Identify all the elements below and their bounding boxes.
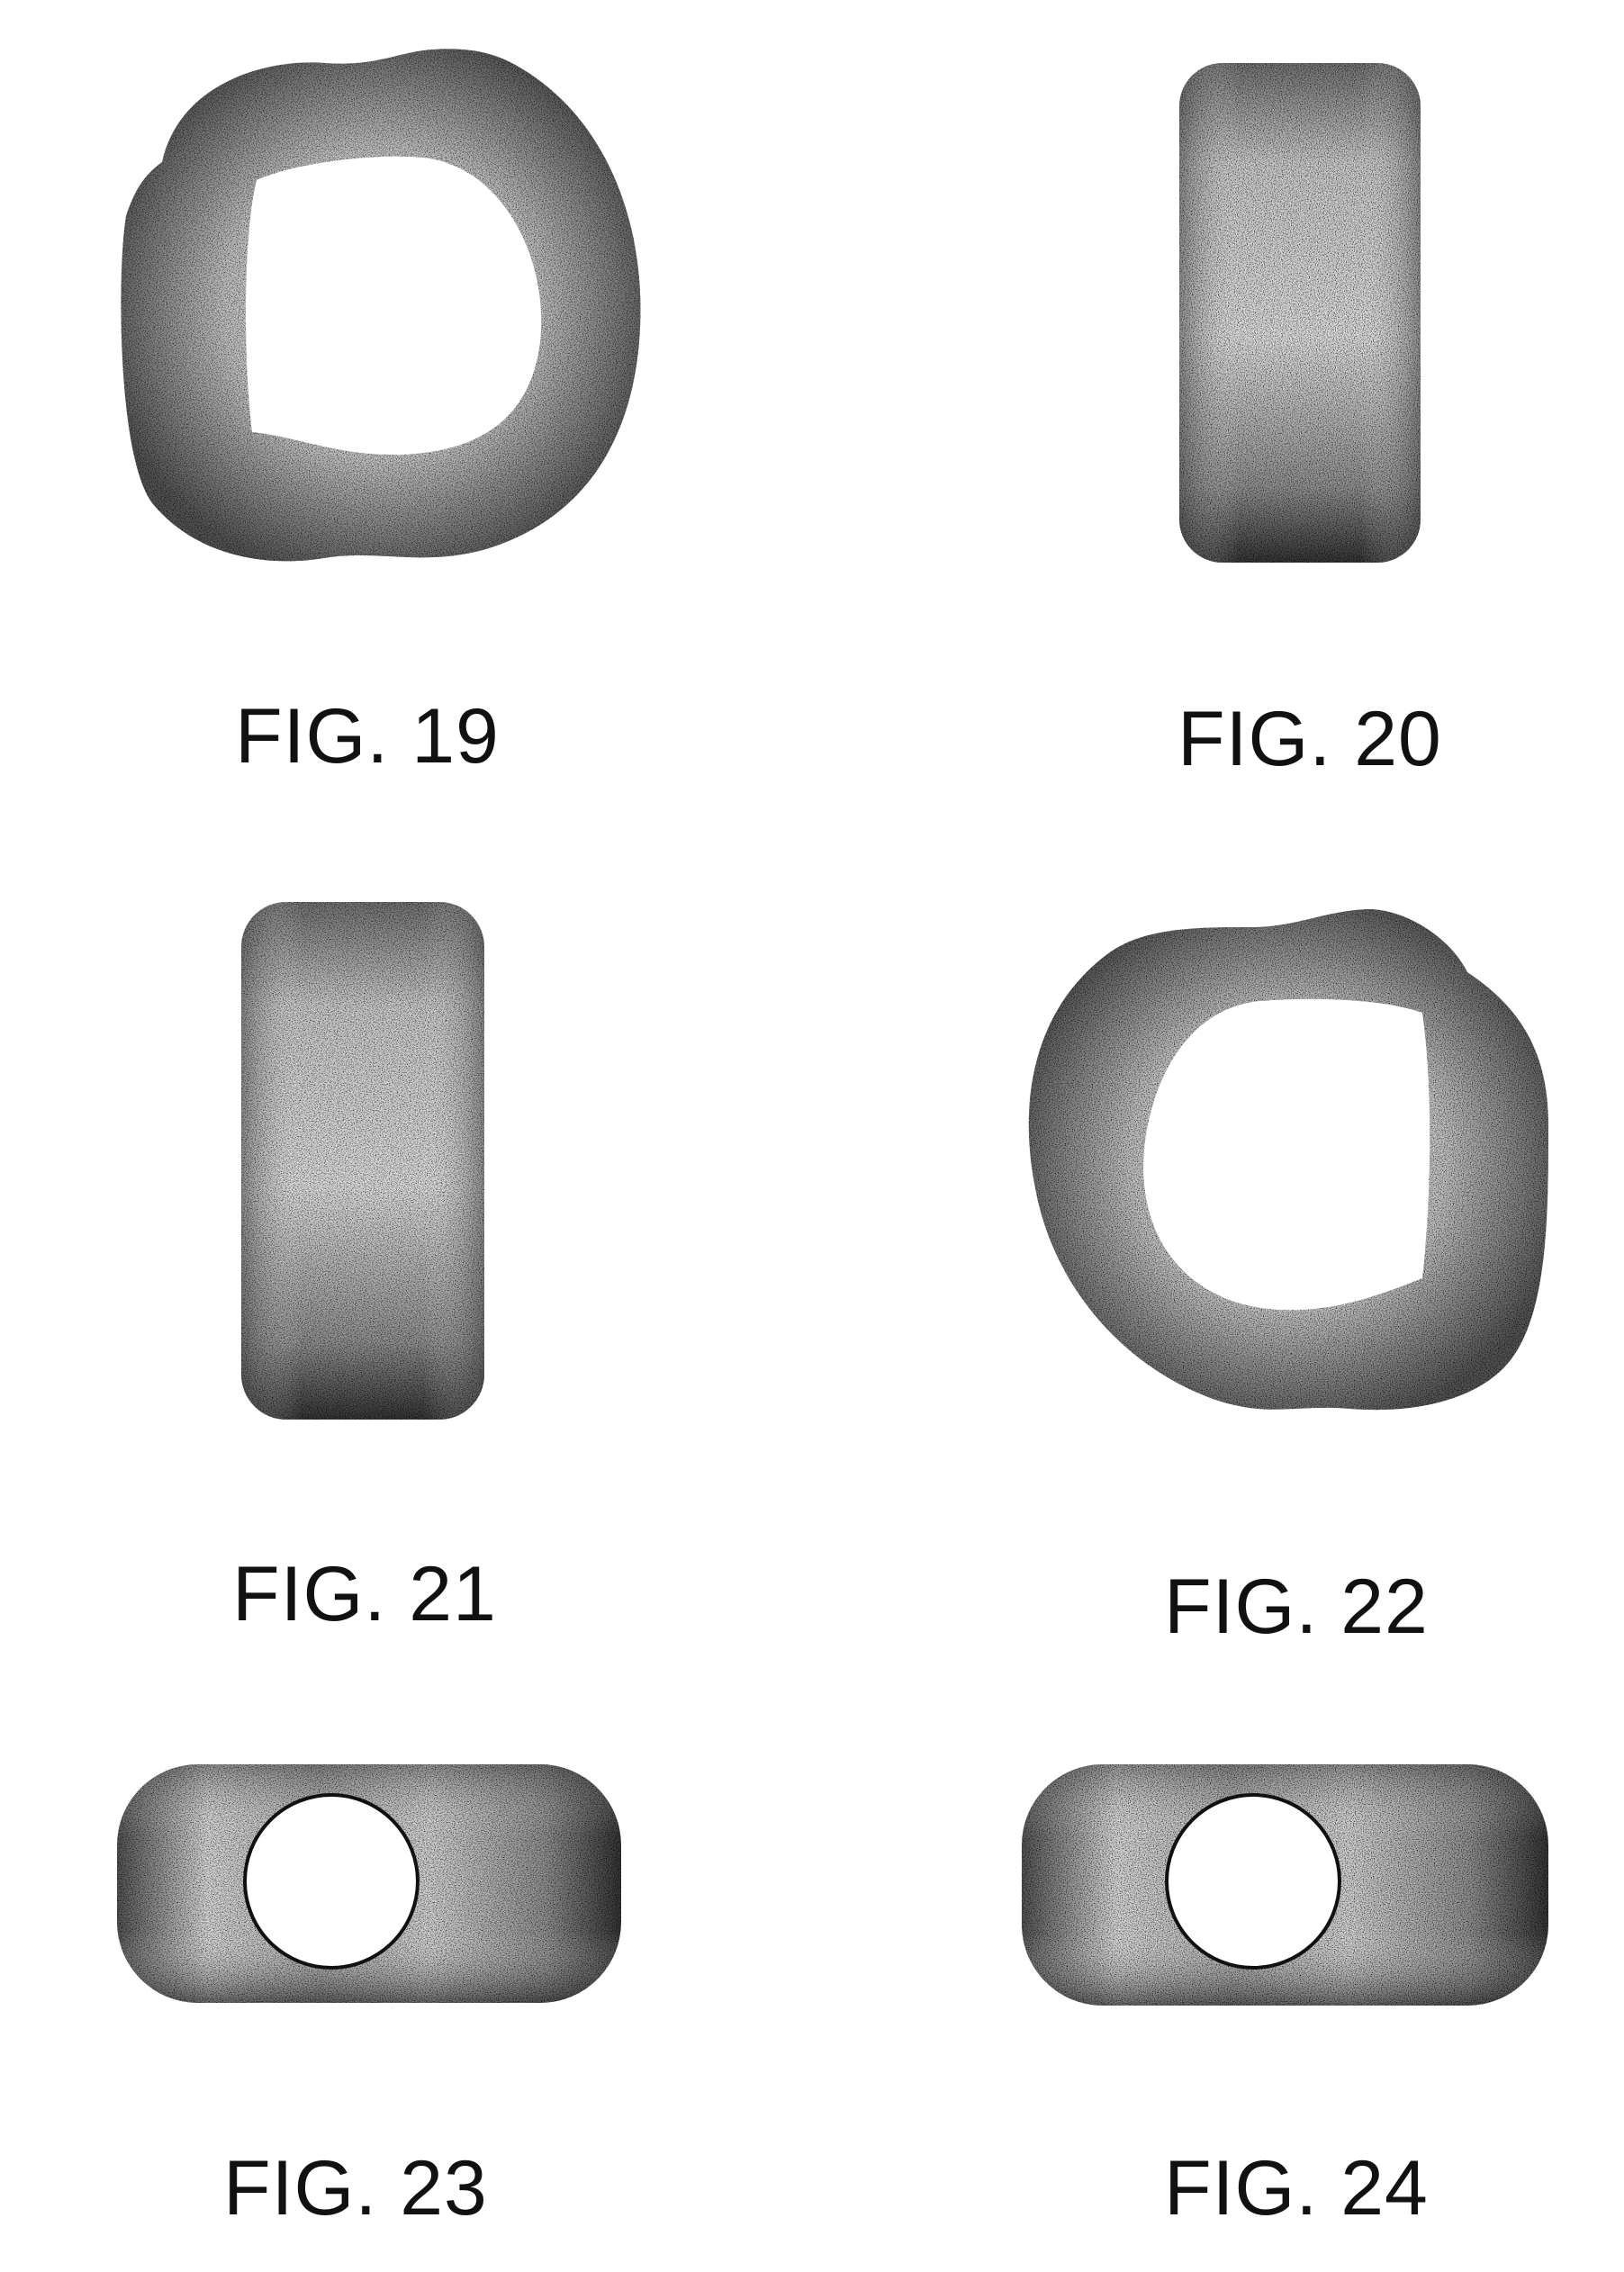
fig23-drawing: [117, 1764, 621, 2003]
fig20-drawing: [1179, 63, 1421, 563]
fig22-drawing: [1029, 909, 1548, 1410]
fig24-label: FIG. 24: [1164, 2150, 1429, 2227]
fig24-drawing: [1022, 1764, 1548, 2006]
fig21-drawing: [241, 902, 484, 1420]
fig19-drawing: [121, 49, 640, 561]
fig19-label: FIG. 19: [235, 698, 500, 775]
fig23-bore: [245, 1795, 418, 1968]
fig24-bore: [1167, 1795, 1340, 1968]
fig22-label: FIG. 22: [1164, 1568, 1429, 1645]
fig20-label: FIG. 20: [1177, 700, 1442, 778]
fig23-label: FIG. 23: [223, 2150, 488, 2227]
fig21-label: FIG. 21: [232, 1555, 497, 1633]
